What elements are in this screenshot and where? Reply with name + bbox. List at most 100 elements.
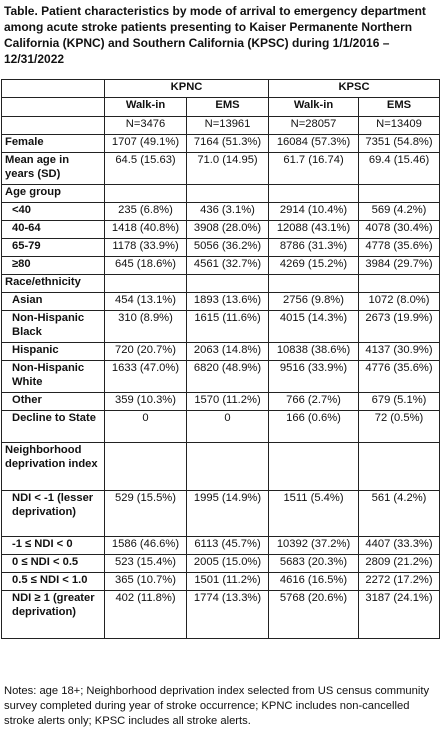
header-blank-cell <box>1 79 105 98</box>
row-label: Female <box>1 134 105 153</box>
header-blank-cell <box>1 97 105 117</box>
row-label: Non-Hispanic White <box>1 360 105 393</box>
table-cell: 1570 (11.2%) <box>185 392 270 411</box>
group-header-row: KPNC KPSC <box>1 79 440 98</box>
column-header: EMS <box>358 97 440 117</box>
table-row: 40-64 1418 (40.8%) 3908 (28.0%) 12088 (43.1… <box>1 220 440 239</box>
table-cell: 0 <box>185 410 270 443</box>
table-cell: 4269 (15.2%) <box>268 256 360 275</box>
table-cell: 69.4 (15.46) <box>358 152 440 185</box>
table-row: Decline to State 0 0 166 (0.6%) 72 (0.5%) <box>1 410 440 443</box>
table-cell <box>185 184 270 203</box>
table-cell: 1072 (8.0%) <box>358 292 440 311</box>
table-cell: 4407 (33.3%) <box>358 536 440 555</box>
table-row: Non-Hispanic Black 310 (8.9%) 1615 (11.6%)… <box>1 310 440 343</box>
table-cell: 766 (2.7%) <box>268 392 360 411</box>
table-row: Race/ethnicity <box>1 274 440 293</box>
row-label: Race/ethnicity <box>1 274 105 293</box>
group-header-kpnc: KPNC <box>103 79 270 98</box>
table-cell: 679 (5.1%) <box>358 392 440 411</box>
table-cell: 5683 (20.3%) <box>268 554 360 573</box>
table-cell: 2914 (10.4%) <box>268 202 360 221</box>
table-cell: 561 (4.2%) <box>358 490 440 537</box>
table-row: Hispanic 720 (20.7%) 2063 (14.8%) 10838 (38… <box>1 342 440 361</box>
table-cell: 6820 (48.9%) <box>185 360 270 393</box>
table-cell <box>268 184 360 203</box>
row-label: NDI ≥ 1 (greater deprivation) <box>1 590 105 639</box>
table-cell: 1995 (14.9%) <box>185 490 270 537</box>
table-cell: 12088 (43.1%) <box>268 220 360 239</box>
table-row: 0 ≤ NDI < 0.5 523 (15.4%) 2005 (15.0%) 5683… <box>1 554 440 573</box>
table-cell: 2063 (14.8%) <box>185 342 270 361</box>
table-cell: 4561 (32.7%) <box>185 256 270 275</box>
table-cell: 1633 (47.0%) <box>104 360 187 393</box>
table-row: -1 ≤ NDI < 0 1586 (46.6%) 6113 (45.7%) 1039… <box>1 536 440 555</box>
table-cell: 8786 (31.3%) <box>268 238 360 257</box>
column-header-row: Walk-in EMS Walk-in EMS <box>1 97 440 117</box>
table-row: NDI ≥ 1 (greater deprivation) 402 (11.8%)… <box>1 590 440 639</box>
row-label: 0 ≤ NDI < 0.5 <box>1 554 105 573</box>
table-cell: 365 (10.7%) <box>104 572 187 591</box>
table-cell: 3908 (28.0%) <box>185 220 270 239</box>
row-label: Decline to State <box>1 410 105 443</box>
table-row: NDI < -1 (lesser deprivation) 529 (15.5%)… <box>1 490 440 537</box>
table-cell: 16084 (57.3%) <box>268 134 360 153</box>
table-cell: 4616 (16.5%) <box>268 572 360 591</box>
table-cell: 71.0 (14.95) <box>185 152 270 185</box>
table-cell: 10838 (38.6%) <box>268 342 360 361</box>
row-label: Other <box>1 392 105 411</box>
table-cell: 4015 (14.3%) <box>268 310 360 343</box>
table-cell: 1893 (13.6%) <box>185 292 270 311</box>
table-cell: 4078 (30.4%) <box>358 220 440 239</box>
row-label: NDI < -1 (lesser deprivation) <box>1 490 105 537</box>
row-label: Hispanic <box>1 342 105 361</box>
group-header-kpsc: KPSC <box>268 79 440 98</box>
table-row: Age group <box>1 184 440 203</box>
table-cell: 1586 (46.6%) <box>104 536 187 555</box>
table-cell <box>358 442 440 491</box>
table-cell: 454 (13.1%) <box>104 292 187 311</box>
table-cell: 5768 (20.6%) <box>268 590 360 639</box>
table-cell <box>358 184 440 203</box>
table-cell <box>104 274 187 293</box>
table-cell: 166 (0.6%) <box>268 410 360 443</box>
table-cell <box>268 442 360 491</box>
table-cell: 1707 (49.1%) <box>104 134 187 153</box>
table-cell: 64.5 (15.63) <box>104 152 187 185</box>
table-cell: 10392 (37.2%) <box>268 536 360 555</box>
table-cell: 0 <box>104 410 187 443</box>
table-cell: 310 (8.9%) <box>104 310 187 343</box>
column-header: EMS <box>185 97 270 117</box>
table-cell <box>268 274 360 293</box>
row-label: Asian <box>1 292 105 311</box>
count-row: N=3476 N=13961 N=28057 N=13409 <box>1 116 440 135</box>
table-row: Neighborhood deprivation index <box>1 442 440 491</box>
table-cell <box>358 274 440 293</box>
table-cell: 2756 (9.8%) <box>268 292 360 311</box>
row-label: Non-Hispanic Black <box>1 310 105 343</box>
table-cell: 5056 (36.2%) <box>185 238 270 257</box>
table-row: Female 1707 (49.1%) 7164 (51.3%) 16084 (57.… <box>1 134 440 153</box>
table-cell <box>185 274 270 293</box>
table-cell: 7164 (51.3%) <box>185 134 270 153</box>
table-cell: 6113 (45.7%) <box>185 536 270 555</box>
table-notes: Notes: age 18+; Neighborhood deprivation… <box>4 685 430 727</box>
table-cell: 9516 (33.9%) <box>268 360 360 393</box>
table-cell: 3984 (29.7%) <box>358 256 440 275</box>
column-header: Walk-in <box>104 97 187 117</box>
table-cell: 2809 (21.2%) <box>358 554 440 573</box>
table-cell: 1178 (33.9%) <box>104 238 187 257</box>
table-cell: 1774 (13.3%) <box>185 590 270 639</box>
table-cell: 436 (3.1%) <box>185 202 270 221</box>
column-header: Walk-in <box>268 97 360 117</box>
row-label: 65-79 <box>1 238 105 257</box>
table-cell: 61.7 (16.74) <box>268 152 360 185</box>
count-cell: N=13409 <box>358 116 440 135</box>
row-label: 0.5 ≤ NDI < 1.0 <box>1 572 105 591</box>
patient-characteristics-table: KPNC KPSC Walk-in EMS Walk-in EMS N=3476… <box>1 79 440 639</box>
table-cell: 1615 (11.6%) <box>185 310 270 343</box>
table-cell: 1418 (40.8%) <box>104 220 187 239</box>
table-cell: 2005 (15.0%) <box>185 554 270 573</box>
table-cell: 72 (0.5%) <box>358 410 440 443</box>
table-cell: 645 (18.6%) <box>104 256 187 275</box>
